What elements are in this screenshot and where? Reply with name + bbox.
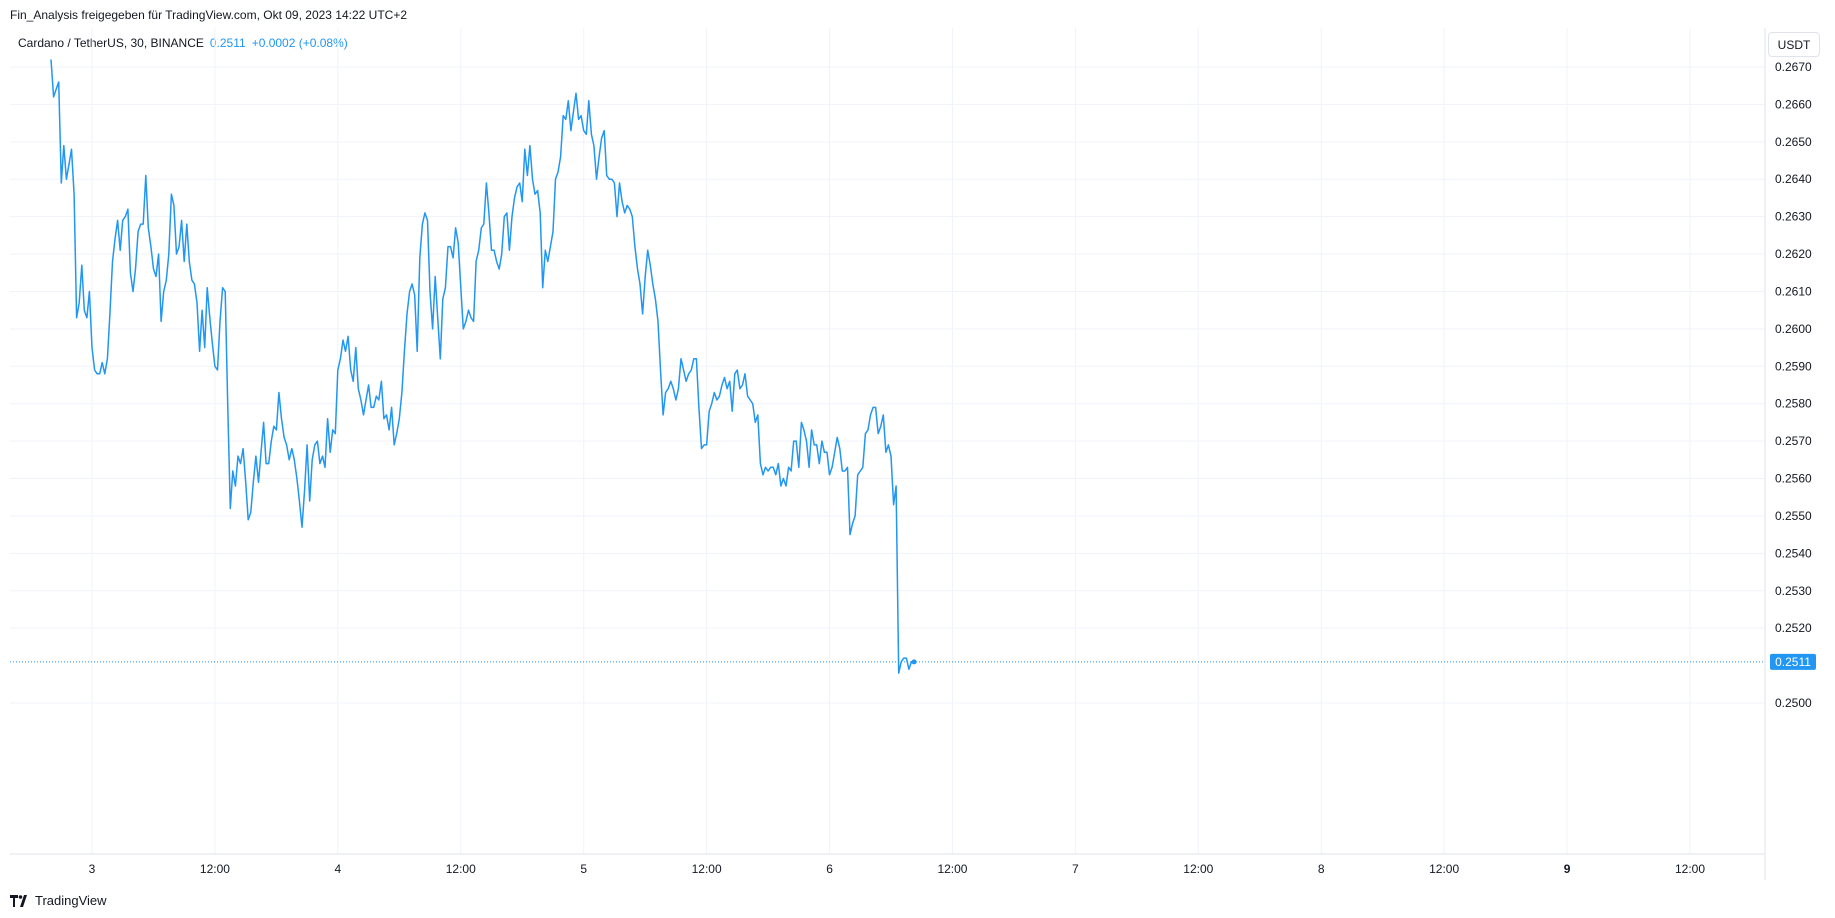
price-tick-label: 0.2570 — [1775, 434, 1812, 448]
footer-brand: TradingView — [10, 893, 107, 908]
time-tick-label: 3 — [89, 862, 96, 876]
price-tick-label: 0.2580 — [1775, 397, 1812, 411]
time-tick-label: 5 — [580, 862, 587, 876]
time-tick-label: 8 — [1318, 862, 1325, 876]
price-axis: 0.2670 0.2660 0.2650 0.2640 0.2630 0.2620 0.26… — [1775, 60, 1812, 710]
price-tick-label: 0.2670 — [1775, 60, 1812, 74]
price-tick-label: 0.2550 — [1775, 509, 1812, 523]
time-axis: 3 12:00 4 12:00 5 12:00 6 12:00 7 12:00 8 12:00 9 12:… — [89, 862, 1706, 876]
price-tick-label: 0.2500 — [1775, 696, 1812, 710]
time-tick-label: 12:00 — [692, 862, 722, 876]
last-price-label-group: 0.2511 — [911, 653, 1816, 670]
price-tick-label: 0.2590 — [1775, 359, 1812, 373]
price-series-line — [50, 59, 914, 674]
time-tick-label: 7 — [1072, 862, 1079, 876]
time-tick-label: 12:00 — [446, 862, 476, 876]
time-tick-label: 4 — [335, 862, 342, 876]
price-tick-label: 0.2540 — [1775, 546, 1812, 560]
price-tick-label: 0.2650 — [1775, 135, 1812, 149]
price-tick-label: 0.2520 — [1775, 621, 1812, 635]
price-tick-label: 0.2640 — [1775, 172, 1812, 186]
last-price-tag — [1770, 653, 1816, 670]
last-price-tag-label: 0.2511 — [1775, 655, 1811, 669]
legend-change: +0.0002 (+0.08%) — [251, 36, 348, 50]
price-tick-label: 0.2600 — [1775, 322, 1812, 336]
brand-name: TradingView — [35, 893, 107, 908]
time-tick-label: 12:00 — [1675, 862, 1705, 876]
price-tick-label: 0.2620 — [1775, 247, 1812, 261]
time-tick-label: 12:00 — [1183, 862, 1213, 876]
legend-price: 0.2511 — [209, 36, 246, 50]
symbol-legend: Cardano / TetherUS, 30, BINANCE 0.2511 +… — [18, 36, 348, 50]
price-tick-label: 0.2630 — [1775, 210, 1812, 224]
price-tick-label: 0.2530 — [1775, 584, 1812, 598]
symbol-title[interactable]: Cardano / TetherUS, 30, BINANCE — [18, 36, 204, 50]
last-point-dot — [911, 659, 917, 665]
time-tick-label: 12:00 — [200, 862, 230, 876]
time-tick-label: 9 — [1564, 862, 1571, 876]
currency-button[interactable]: USDT — [1768, 32, 1820, 57]
tradingview-logo-icon — [10, 894, 30, 907]
price-tick-label: 0.2660 — [1775, 97, 1812, 111]
price-tick-label: 0.2610 — [1775, 284, 1812, 298]
time-tick-label: 12:00 — [937, 862, 967, 876]
share-header: Fin_Analysis freigegeben für TradingView… — [10, 8, 408, 22]
time-tick-label: 12:00 — [1429, 862, 1459, 876]
chart-grid — [10, 28, 1765, 854]
time-tick-label: 6 — [826, 862, 833, 876]
price-tick-label: 0.2560 — [1775, 472, 1812, 486]
